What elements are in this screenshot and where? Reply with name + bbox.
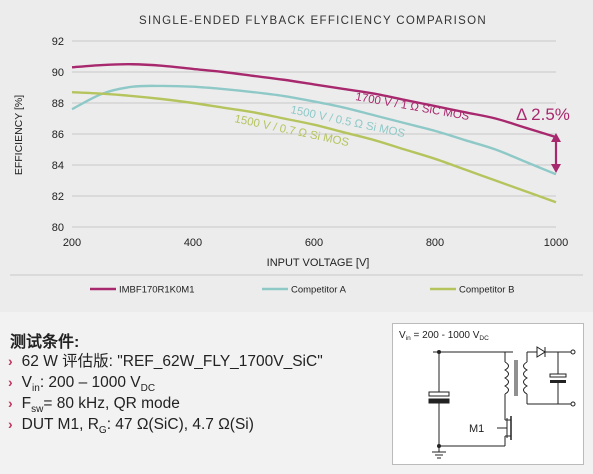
x-tick-label: 1000 xyxy=(544,237,568,249)
legend: IMBF170R1K0M1 Competitor A Competitor B xyxy=(10,274,583,296)
y-tick-label: 82 xyxy=(52,191,64,203)
legend-entry: Competitor B xyxy=(459,285,514,296)
diode-icon xyxy=(536,346,546,358)
chevron-icon: › xyxy=(8,353,13,369)
annotation-label: 1700 V / 1 Ω SiC MOS xyxy=(354,91,470,123)
grid xyxy=(72,40,556,228)
delta-arrow-head-up xyxy=(551,133,561,142)
y-tick-label: 90 xyxy=(52,67,64,79)
series-line-1 xyxy=(71,84,557,176)
mosfet-label: M1 xyxy=(469,423,484,435)
x-axis-label: INPUT VOLTAGE [V] xyxy=(267,257,370,269)
tick-labels: 80 82 84 86 88 90 92 200 400 600 800 1000 xyxy=(52,36,568,249)
condition-item-fsw: › Fsw= 80 kHz, QR mode xyxy=(8,395,180,416)
condition-item-dut: › DUT M1, RG: 47 Ω(SiC), 4.7 Ω(Si) xyxy=(8,416,254,437)
series-line-2 xyxy=(71,90,557,204)
flyback-circuit-diagram: Vin = 200 - 1000 VDC xyxy=(392,323,584,465)
transformer-primary-icon xyxy=(503,361,509,395)
chevron-icon: › xyxy=(8,395,13,411)
y-tick-label: 86 xyxy=(52,129,64,141)
chevron-icon: › xyxy=(8,374,13,390)
y-tick-label: 88 xyxy=(52,98,64,110)
vin-label: Vin = 200 - 1000 VDC xyxy=(399,330,489,342)
circuit-schematic: Vin = 200 - 1000 VDC xyxy=(399,330,576,459)
condition-item-vin: › Vin: 200 – 1000 VDC xyxy=(8,374,156,395)
legend-entry: Competitor A xyxy=(291,285,347,296)
annotation-label: Δ 2.5% xyxy=(516,105,570,124)
chart-panel: SINGLE-ENDED FLYBACK EFFICIENCY COMPARIS… xyxy=(10,15,583,296)
series-line-0 xyxy=(71,63,557,139)
output-capacitor-icon xyxy=(549,373,567,378)
transformer-secondary-icon xyxy=(523,361,529,395)
conditions-list: › 62 W 评估版: "REF_62W_FLY_1700V_SiC" › Vin:… xyxy=(8,351,323,437)
delta-arrow-head-down xyxy=(551,164,561,173)
x-tick-label: 200 xyxy=(63,237,81,249)
y-tick-label: 92 xyxy=(52,36,64,48)
x-tick-label: 600 xyxy=(305,237,323,249)
chevron-icon: › xyxy=(8,416,13,432)
x-tick-label: 400 xyxy=(184,237,202,249)
condition-item-board: › 62 W 评估版: "REF_62W_FLY_1700V_SiC" xyxy=(8,353,323,370)
y-tick-label: 80 xyxy=(52,222,64,234)
series-lines xyxy=(71,63,557,204)
x-tick-label: 800 xyxy=(426,237,444,249)
input-capacitor-icon xyxy=(428,391,450,397)
legend-entry: IMBF170R1K0M1 xyxy=(119,285,195,296)
test-conditions-panel: 测试条件: › 62 W 评估版: "REF_62W_FLY_1700V_SiC"… xyxy=(0,312,593,474)
y-axis-label: EFFICIENCY [%] xyxy=(13,95,25,175)
conditions-title: 测试条件: xyxy=(10,334,80,351)
efficiency-chart: SINGLE-ENDED FLYBACK EFFICIENCY COMPARIS… xyxy=(10,15,583,296)
y-tick-label: 84 xyxy=(52,160,64,172)
chart-title: SINGLE-ENDED FLYBACK EFFICIENCY COMPARIS… xyxy=(139,15,487,27)
